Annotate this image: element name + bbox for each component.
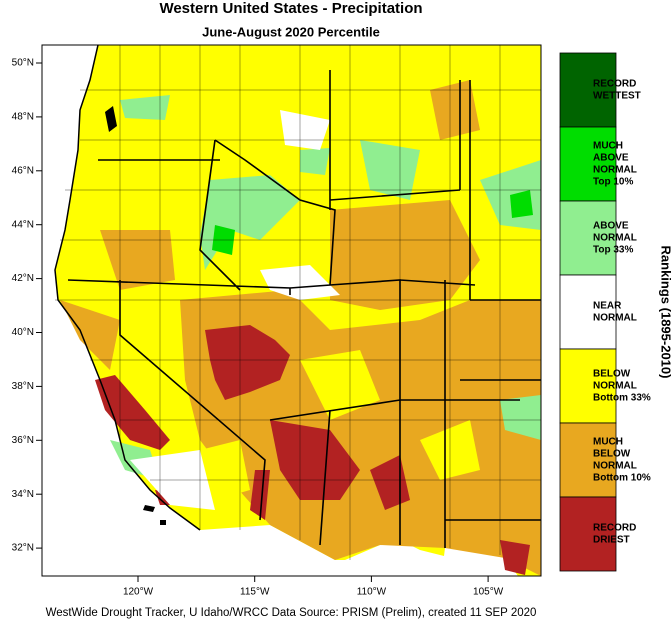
legend-swatch <box>559 200 617 276</box>
legend-label: NORMAL <box>593 381 637 392</box>
legend-label: NORMAL <box>593 233 637 244</box>
legend-swatch <box>559 274 617 350</box>
legend-label: NORMAL <box>593 461 637 472</box>
lat-label: 46°N <box>12 165 34 176</box>
legend-label: Bottom 33% <box>593 393 651 404</box>
lon-label: 115°W <box>240 587 270 598</box>
lat-label: 34°N <box>12 489 34 500</box>
lat-label: 32°N <box>12 543 34 554</box>
legend-label: NORMAL <box>593 313 637 324</box>
lat-label: 50°N <box>12 58 34 69</box>
county-lines <box>55 45 541 560</box>
legend-label: ABOVE <box>593 221 629 232</box>
legend-label: Bottom 10% <box>593 473 651 484</box>
legend-label: BELOW <box>593 369 631 380</box>
lon-label: 105°W <box>473 587 504 598</box>
legend-label: NORMAL <box>593 165 637 176</box>
subtitle: June-August 2020 Percentile <box>202 24 380 39</box>
lat-label: 38°N <box>12 381 34 392</box>
legend-label: WETTEST <box>593 91 641 102</box>
legend-label: NEAR <box>593 301 622 312</box>
legend-label: RECORD <box>593 79 636 90</box>
legend-label: Top 10% <box>593 177 633 188</box>
axes: 50°N 48°N 46°N 44°N 42°N 40°N 38°N 36°N 34°N 32°N… <box>12 58 504 598</box>
legend-label: MUCH <box>593 141 623 152</box>
lon-label: 110°W <box>357 587 387 598</box>
map <box>42 45 541 576</box>
lat-label: 42°N <box>12 273 34 284</box>
map-frame <box>41 44 542 577</box>
title: Western United States - Precipitation <box>159 0 422 17</box>
legend-swatch <box>559 422 617 498</box>
below-areas <box>200 350 480 500</box>
legend-label: RECORD <box>593 523 636 534</box>
legend-label: DRIEST <box>593 535 630 546</box>
legend-label: MUCH <box>593 437 623 448</box>
legend-label: ABOVE <box>593 153 629 164</box>
lon-label: 120°W <box>123 587 154 598</box>
lat-label: 44°N <box>12 219 34 230</box>
legend-swatch <box>559 52 617 128</box>
lat-label: 48°N <box>12 112 34 123</box>
footer: WestWide Drought Tracker, U Idaho/WRCC D… <box>46 607 537 619</box>
legend-label: BELOW <box>593 449 631 460</box>
legend-swatch <box>559 496 617 572</box>
legend-swatch <box>559 126 617 202</box>
legend-title: Rankings (1895-2010) <box>659 246 671 379</box>
state-borders <box>54 45 541 548</box>
lat-label: 40°N <box>12 327 34 338</box>
legend-label: Top 33% <box>593 245 633 256</box>
lat-label: 36°N <box>12 435 34 446</box>
